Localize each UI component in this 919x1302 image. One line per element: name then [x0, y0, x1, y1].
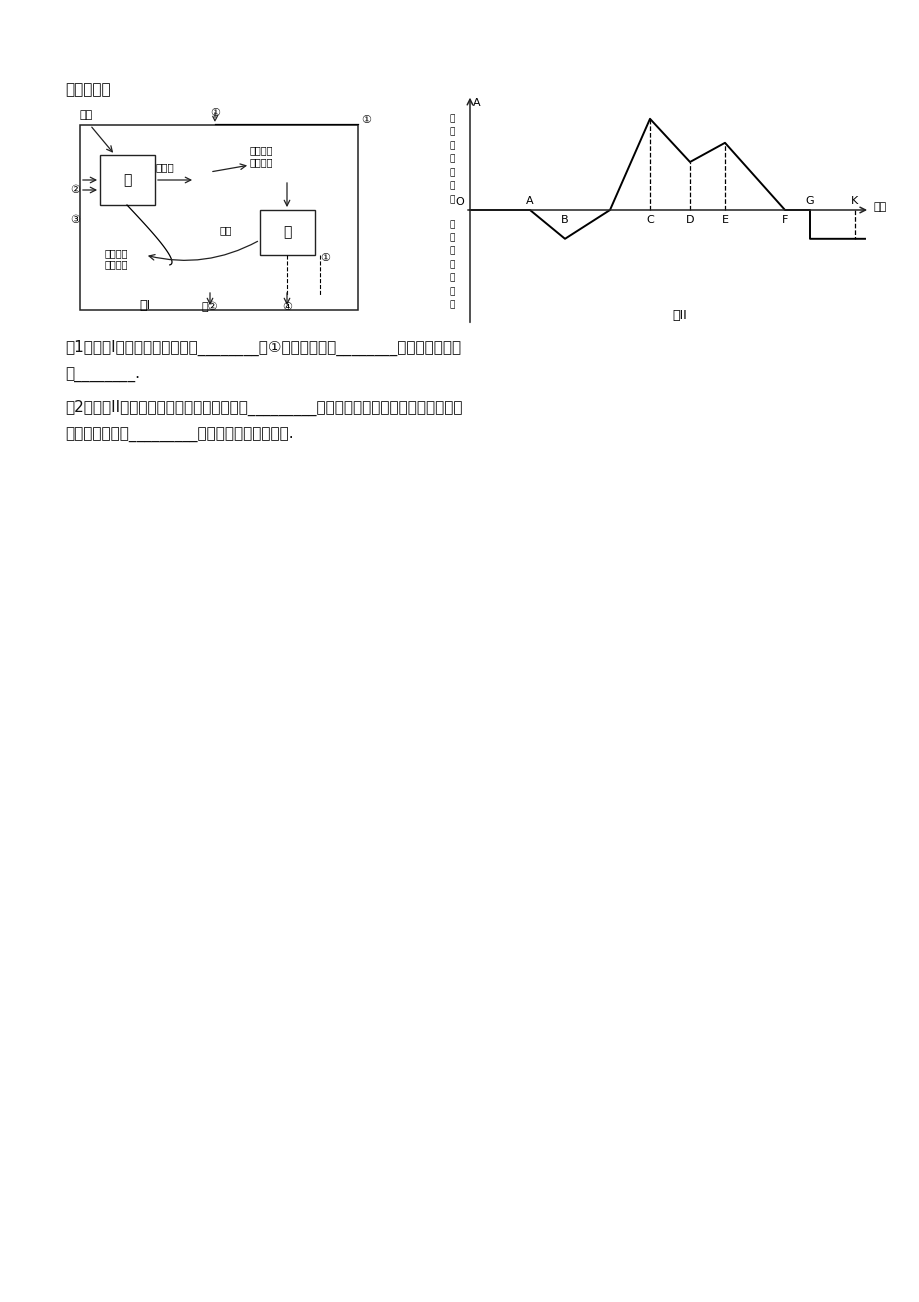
Text: 有机物: 有机物	[156, 161, 175, 172]
Text: 有机物的: 有机物的	[250, 145, 273, 155]
Text: 甲: 甲	[123, 173, 131, 187]
Text: （1）在图I中，甲表示的结构是________，①表示的物质是________；乙表示的结构: （1）在图I中，甲表示的结构是________，①表示的物质是________；…	[65, 340, 460, 357]
Text: 量: 量	[448, 195, 454, 204]
Text: 图I: 图I	[140, 299, 151, 312]
Text: 能量: 能量	[220, 225, 233, 234]
Text: 化: 化	[448, 141, 454, 150]
Text: A: A	[472, 98, 480, 108]
Text: 用于各项
生命活动: 用于各项 生命活动	[105, 247, 129, 270]
Text: 图II: 图II	[672, 309, 686, 322]
Text: F: F	[781, 215, 788, 225]
Text: C: C	[645, 215, 653, 225]
Text: E: E	[720, 215, 728, 225]
Bar	[80, 125, 357, 310]
Text: K: K	[850, 197, 857, 206]
Text: 乙: 乙	[283, 225, 291, 240]
Bar	[260, 210, 314, 255]
Text: D: D	[685, 215, 694, 225]
Text: 浓: 浓	[448, 273, 454, 283]
Text: ①: ①	[210, 108, 220, 118]
Text: A: A	[526, 197, 533, 206]
Text: 度: 度	[448, 181, 454, 190]
Text: B: B	[561, 215, 568, 225]
Text: 分析回答：: 分析回答：	[65, 82, 110, 98]
Text: 碳: 碳	[448, 260, 454, 270]
Text: 时间: 时间	[872, 202, 885, 212]
Text: 其它用途: 其它用途	[250, 158, 273, 167]
Text: 水②: 水②	[201, 302, 218, 312]
Text: G: G	[805, 197, 813, 206]
Text: （2）在图II中，植物进行光合作用的时间是_________段（用图中字母表示）；植物进行呼: （2）在图II中，植物进行光合作用的时间是_________段（用图中字母表示）…	[65, 400, 462, 417]
Text: 化: 化	[448, 247, 454, 255]
Text: 碳: 碳	[448, 155, 454, 164]
Text: ③: ③	[70, 215, 80, 225]
Text: 二: 二	[448, 220, 454, 229]
Text: 氧: 氧	[448, 233, 454, 242]
Text: 量: 量	[448, 301, 454, 310]
Text: ①: ①	[360, 115, 370, 125]
Text: ②: ②	[70, 185, 80, 195]
Bar	[100, 155, 154, 204]
Text: 度: 度	[448, 288, 454, 296]
Text: ①: ①	[320, 253, 330, 263]
Text: 吸作用的时间是_________段（用图中字母表示）.: 吸作用的时间是_________段（用图中字母表示）.	[65, 428, 293, 443]
Text: 浓: 浓	[448, 168, 454, 177]
Text: ④: ④	[282, 302, 291, 312]
Text: O: O	[455, 197, 464, 207]
Text: 是________.: 是________.	[65, 368, 140, 383]
Text: 二: 二	[448, 115, 454, 124]
Text: 氧: 氧	[448, 128, 454, 137]
Text: 光能: 光能	[80, 109, 93, 120]
